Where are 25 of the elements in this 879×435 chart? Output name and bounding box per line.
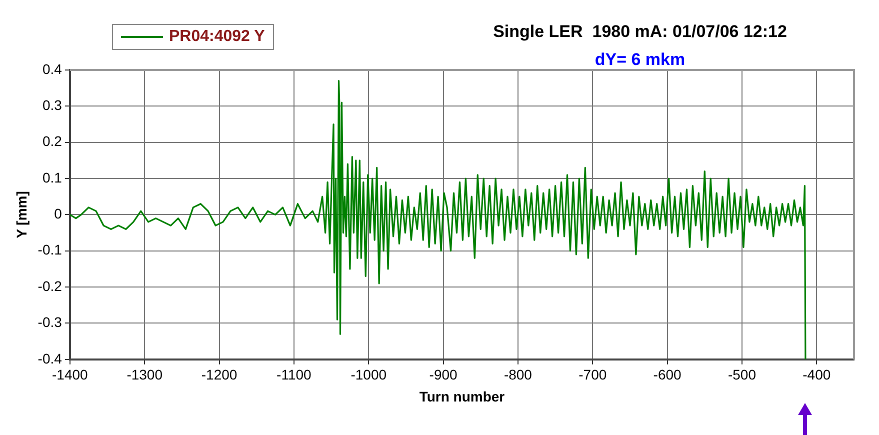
x-tick-label: -400	[802, 366, 831, 383]
x-tick-label: -1100	[276, 366, 312, 383]
x-axis-title: Turn number	[419, 388, 506, 404]
x-tick-label: -1300	[126, 366, 163, 383]
y-tick-label: 0	[54, 206, 62, 222]
x-tick-label: -1200	[201, 366, 238, 383]
x-tick-label: -800	[504, 366, 532, 383]
x-tick-label: -600	[653, 366, 682, 383]
y-tick-label: -0.2	[38, 278, 62, 294]
x-tick-label: -900	[429, 366, 458, 383]
x-tick-label: -1000	[350, 366, 387, 383]
x-tick-label: -1400	[52, 366, 88, 383]
y-tick-label: -0.1	[38, 242, 62, 258]
x-tick-label: -700	[578, 366, 607, 383]
y-axis-title: Y [mm]	[13, 191, 30, 238]
y-tick-label: 0.2	[42, 133, 62, 150]
y-tick-label: 0.4	[42, 60, 62, 77]
y-tick-label: 0.1	[42, 169, 62, 186]
y-tick-label: -0.4	[38, 350, 62, 366]
x-tick-label: -500	[728, 366, 756, 383]
chart-title: Single LER 1980 mA: 01/07/06 12:12	[492, 22, 788, 42]
y-tick-label: -0.3	[38, 314, 62, 330]
legend-label: PR04:4092 Y	[169, 28, 265, 46]
y-tick-label: 0.3	[42, 97, 62, 114]
chart-subtitle: dY= 6 mkm	[594, 50, 686, 70]
